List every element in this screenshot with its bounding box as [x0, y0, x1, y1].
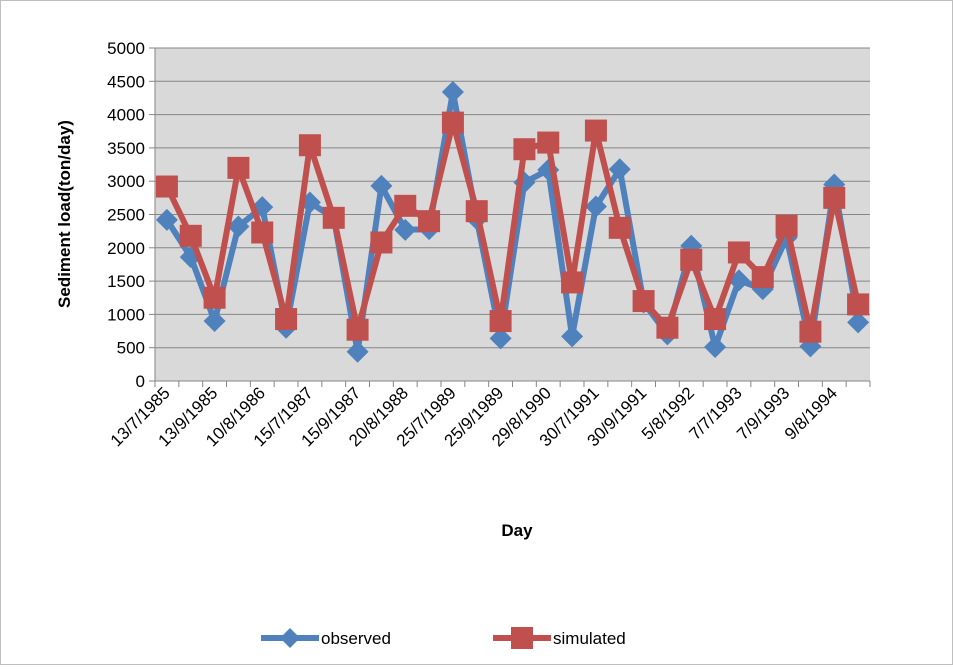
- y-tick-label: 500: [117, 339, 145, 358]
- data-point-observed: [608, 158, 631, 181]
- data-point-simulated: [727, 241, 750, 264]
- data-point-observed: [227, 215, 250, 238]
- x-tick-label: 9/8/1994: [781, 383, 841, 443]
- data-point-simulated: [847, 293, 870, 316]
- data-point-simulated: [322, 206, 345, 229]
- y-tick-label: 5000: [107, 39, 145, 58]
- data-point-simulated: [680, 248, 703, 271]
- y-tick-label: 3000: [107, 172, 145, 191]
- data-point-simulated: [418, 210, 441, 233]
- data-point-simulated: [775, 214, 798, 237]
- series-simulated: [155, 111, 870, 343]
- y-axis-title: Sediment load(ton/day): [55, 120, 74, 308]
- data-point-simulated: [370, 231, 393, 254]
- data-point-observed: [441, 80, 464, 103]
- data-point-simulated: [441, 111, 464, 134]
- data-point-simulated: [227, 156, 250, 179]
- data-point-observed: [370, 174, 393, 197]
- data-point-simulated: [823, 186, 846, 209]
- data-point-simulated: [704, 308, 727, 331]
- data-point-observed: [155, 208, 178, 231]
- data-point-observed: [847, 311, 870, 334]
- y-tick-label: 2000: [107, 239, 145, 258]
- data-point-observed: [394, 218, 417, 241]
- data-point-observed: [346, 340, 369, 363]
- data-point-simulated: [465, 200, 488, 223]
- data-point-simulated: [275, 308, 298, 331]
- data-point-observed: [584, 195, 607, 218]
- data-point-simulated: [298, 134, 321, 157]
- data-point-simulated: [608, 216, 631, 239]
- legend-marker-observed: [280, 628, 300, 648]
- data-point-simulated: [513, 138, 536, 161]
- data-point-observed: [704, 336, 727, 359]
- y-tick-label: 4000: [107, 106, 145, 125]
- legend: observed simulated: [261, 627, 626, 649]
- data-point-simulated: [489, 310, 512, 333]
- data-point-simulated: [537, 131, 560, 154]
- y-tick-label: 1500: [107, 272, 145, 291]
- data-point-simulated: [584, 119, 607, 142]
- y-tick-label: 1000: [107, 305, 145, 324]
- y-tick-label: 3500: [107, 139, 145, 158]
- data-point-simulated: [179, 224, 202, 247]
- legend-label-simulated: simulated: [553, 629, 626, 648]
- x-axis-title: Day: [501, 521, 533, 540]
- data-point-simulated: [656, 316, 679, 339]
- legend-label-observed: observed: [321, 629, 391, 648]
- data-point-simulated: [155, 175, 178, 198]
- data-point-simulated: [251, 221, 274, 244]
- data-point-simulated: [561, 271, 584, 294]
- data-point-simulated: [751, 266, 774, 289]
- data-point-simulated: [394, 194, 417, 217]
- legend-marker-simulated: [511, 627, 533, 649]
- data-point-simulated: [346, 318, 369, 341]
- data-point-simulated: [203, 286, 226, 309]
- y-tick-label: 4500: [107, 72, 145, 91]
- data-point-observed: [203, 310, 226, 333]
- y-tick-label: 0: [136, 372, 145, 391]
- data-point-observed: [489, 327, 512, 350]
- data-point-simulated: [799, 320, 822, 343]
- data-point-simulated: [632, 290, 655, 313]
- y-tick-label: 2500: [107, 206, 145, 225]
- data-point-observed: [561, 325, 584, 348]
